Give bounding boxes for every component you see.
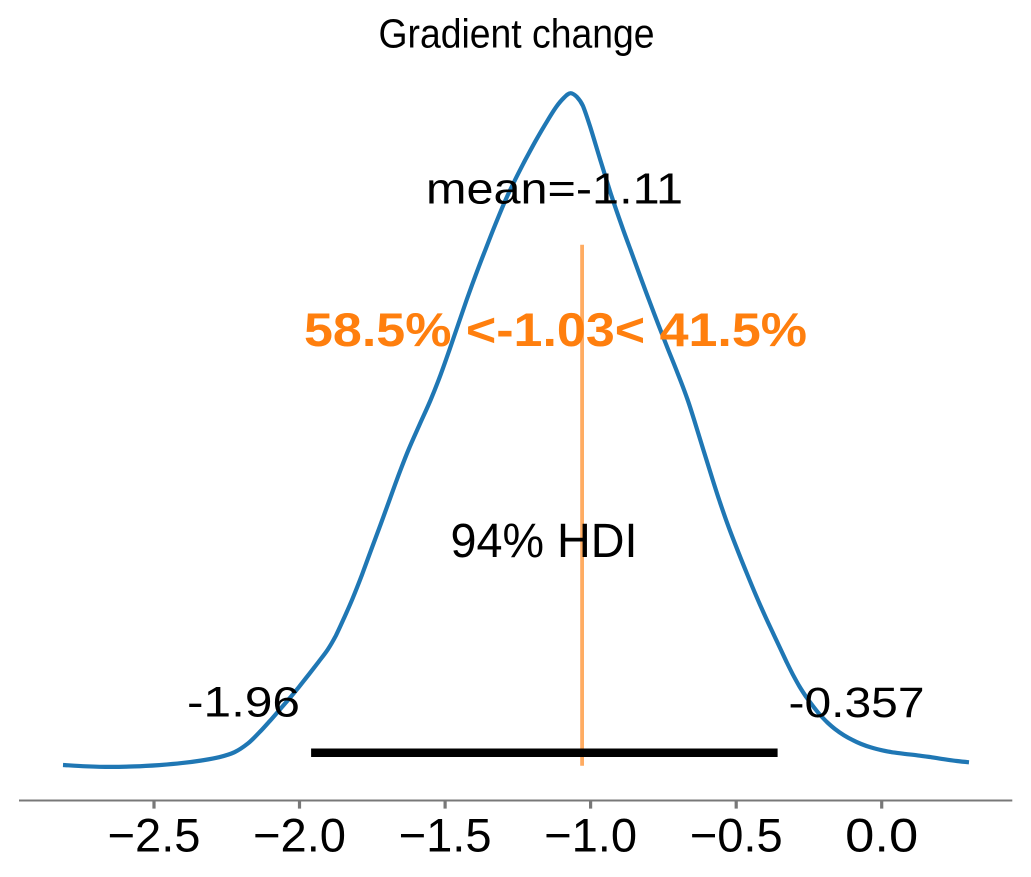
svg-text:0.0: 0.0 <box>845 810 918 863</box>
svg-text:-1.96: -1.96 <box>187 680 300 727</box>
svg-text:−0.5: −0.5 <box>690 810 783 863</box>
svg-text:mean=-1.11: mean=-1.11 <box>426 166 683 214</box>
svg-text:−2.5: −2.5 <box>108 810 201 863</box>
svg-text:−2.0: −2.0 <box>253 810 346 863</box>
svg-text:−1.5: −1.5 <box>399 810 492 863</box>
svg-text:-0.357: -0.357 <box>789 679 925 727</box>
svg-text:58.5% <-1.03< 41.5%: 58.5% <-1.03< 41.5% <box>304 303 807 356</box>
svg-text:94% HDI: 94% HDI <box>451 515 638 568</box>
svg-text:−1.0: −1.0 <box>544 810 637 863</box>
svg-text:Gradient change: Gradient change <box>379 10 655 56</box>
